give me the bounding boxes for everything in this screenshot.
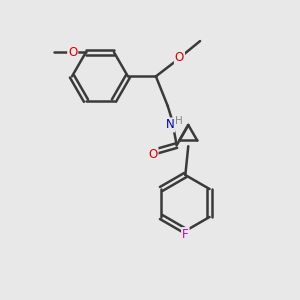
Text: N: N — [166, 118, 174, 131]
Text: O: O — [148, 148, 158, 161]
Text: O: O — [68, 46, 77, 59]
Text: F: F — [182, 228, 189, 241]
Text: H: H — [175, 116, 183, 126]
Text: O: O — [175, 51, 184, 64]
